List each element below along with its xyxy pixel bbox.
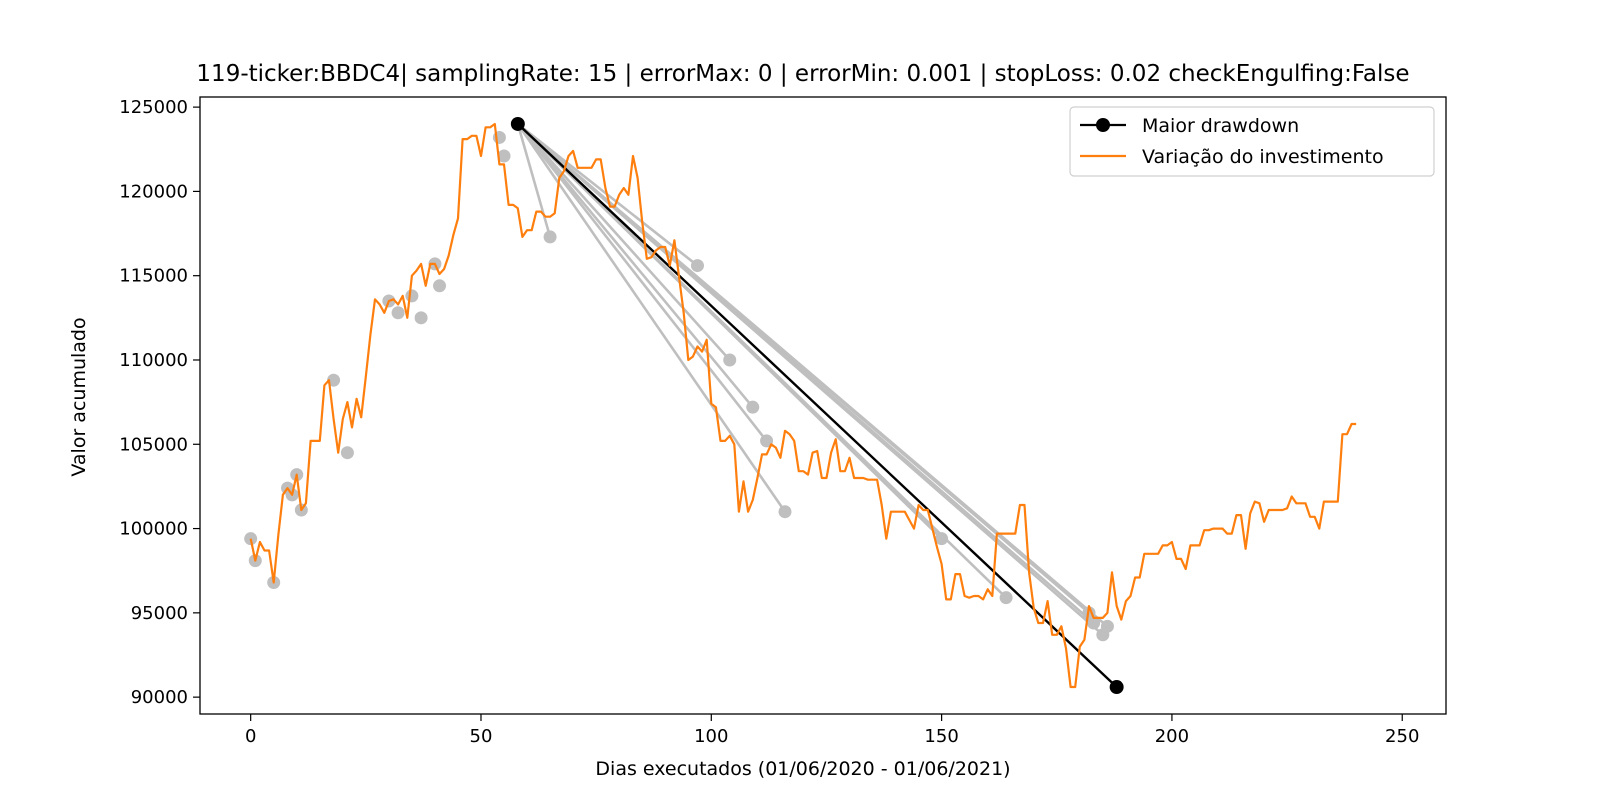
candidate-drawdown-line-5 xyxy=(516,123,787,513)
candidate-marker-23 xyxy=(935,532,949,546)
candidate-drawdown-line-0 xyxy=(516,123,552,238)
candidate-marker-12 xyxy=(414,311,428,325)
y-axis-label: Valor acumulado xyxy=(68,317,90,476)
plot-area: 0 50 100 150 200 250 90000 95000 100000 105000 110… xyxy=(119,96,1447,747)
x-tick-label-150: 150 xyxy=(924,726,958,747)
y-tick-label-90000: 90000 xyxy=(131,687,188,708)
chart-title: 119-ticker:BBDC4| samplingRate: 15 | err… xyxy=(196,61,1409,87)
y-tick-label-115000: 115000 xyxy=(119,266,188,287)
candidate-marker-0 xyxy=(244,532,258,546)
candidate-drawdown-line-11 xyxy=(516,122,1109,628)
legend-drawdown-marker xyxy=(1096,118,1110,132)
y-tick-label-105000: 105000 xyxy=(119,434,188,455)
candidate-marker-22 xyxy=(778,505,792,519)
candidate-marker-14 xyxy=(433,279,447,293)
x-axis-label: Dias executados (01/06/2020 - 01/06/2021… xyxy=(595,758,1010,780)
max-drawdown-line xyxy=(517,123,1118,688)
candidate-marker-18 xyxy=(690,259,704,273)
x-tick-label-100: 100 xyxy=(694,726,728,747)
y-tick-label-125000: 125000 xyxy=(119,97,188,118)
max-drawdown-point-1 xyxy=(1109,680,1124,695)
chart-legend: Maior drawdown Variação do investimento xyxy=(1069,106,1435,177)
candidate-drawdown-line-7 xyxy=(516,123,1008,599)
x-tick-label-50: 50 xyxy=(470,726,493,747)
candidate-marker-11 xyxy=(405,289,419,303)
candidate-marker-28 xyxy=(1100,619,1114,633)
candidate-marker-20 xyxy=(746,400,760,414)
plot-frame xyxy=(199,96,1447,715)
legend-drawdown-label: Maior drawdown xyxy=(1142,115,1299,137)
y-tick-label-120000: 120000 xyxy=(119,181,188,202)
candidate-marker-24 xyxy=(999,591,1013,605)
x-tick-label-200: 200 xyxy=(1155,726,1189,747)
y-tick-label-100000: 100000 xyxy=(119,519,188,540)
x-tick-label-0: 0 xyxy=(245,726,256,747)
y-tick-label-110000: 110000 xyxy=(119,350,188,371)
candidate-marker-26 xyxy=(1087,616,1101,630)
candidate-marker-19 xyxy=(723,353,737,367)
legend-investment-label: Variação do investimento xyxy=(1142,146,1384,168)
candidate-marker-10 xyxy=(391,306,405,320)
candidate-marker-17 xyxy=(543,230,557,244)
candidate-marker-21 xyxy=(760,434,774,448)
x-tick-label-250: 250 xyxy=(1385,726,1419,747)
candidate-drawdown-line-4 xyxy=(516,123,768,442)
max-drawdown-point-0 xyxy=(510,116,525,131)
investment-series-line xyxy=(249,122,1357,689)
candidate-drawdown-line-10 xyxy=(516,122,1104,636)
candidate-drawdown-line-3 xyxy=(516,123,754,409)
candidate-marker-8 xyxy=(340,446,354,460)
y-tick-label-95000: 95000 xyxy=(131,603,188,624)
candidate-drawdown-line-2 xyxy=(516,123,731,361)
candidate-marker-16 xyxy=(497,149,511,163)
legend-box xyxy=(1069,106,1435,177)
